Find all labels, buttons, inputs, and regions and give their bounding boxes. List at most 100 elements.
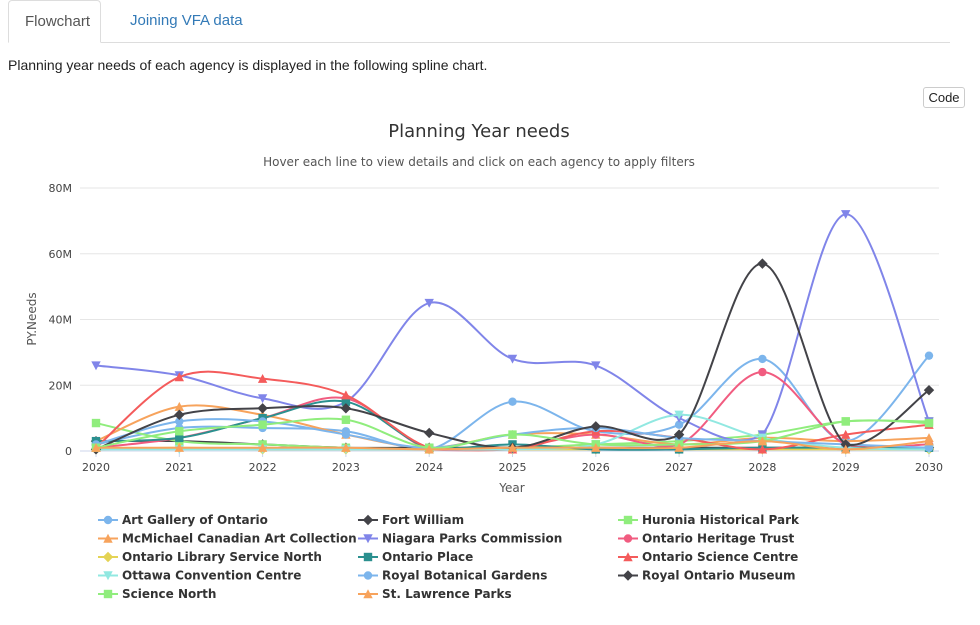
legend-item[interactable]: Royal Botanical Gardens (358, 569, 547, 583)
data-point[interactable] (674, 410, 684, 420)
legend-label[interactable]: Science North (122, 587, 216, 601)
legend-item[interactable]: Art Gallery of Ontario (98, 513, 268, 527)
data-point[interactable] (257, 403, 268, 414)
data-point[interactable] (175, 417, 184, 426)
data-point[interactable] (757, 444, 768, 454)
data-point[interactable] (424, 444, 434, 454)
data-point[interactable] (91, 443, 101, 452)
data-point[interactable] (341, 397, 351, 406)
legend-item[interactable]: Huronia Historical Park (618, 513, 800, 527)
axes: 0 20M 40M 60M 80M 2020 2021 2022 2023 2024 2025 202… (49, 182, 944, 474)
data-point[interactable] (257, 373, 268, 383)
data-point[interactable] (924, 443, 934, 452)
legend-marker[interactable] (623, 534, 633, 543)
legend-item[interactable]: Ontario Science Centre (618, 550, 798, 564)
legend-label[interactable]: Royal Botanical Gardens (382, 569, 547, 583)
legend-label[interactable]: St. Lawrence Parks (382, 587, 512, 601)
tab-joining-vfa-data[interactable]: Joining VFA data (130, 12, 243, 29)
legend-item[interactable]: McMichael Canadian Art Collection (98, 532, 357, 546)
data-point[interactable] (341, 443, 351, 452)
legend-label[interactable]: Ottawa Convention Centre (122, 569, 301, 583)
legend-marker[interactable] (103, 533, 113, 543)
data-point[interactable] (924, 351, 934, 360)
data-point[interactable] (590, 421, 601, 432)
legend-item[interactable]: Science North (98, 587, 216, 601)
data-point[interactable] (508, 430, 517, 439)
series-group[interactable] (91, 436, 934, 454)
data-point[interactable] (841, 444, 851, 454)
legend-marker[interactable] (623, 515, 633, 525)
data-point[interactable] (508, 397, 517, 406)
data-point[interactable] (673, 429, 685, 440)
legend-label[interactable]: Art Gallery of Ontario (122, 513, 268, 527)
data-point[interactable] (674, 420, 684, 429)
legend-label[interactable]: Niagara Parks Commission (382, 532, 562, 546)
code-button[interactable]: Code (923, 87, 965, 108)
data-point[interactable] (175, 427, 184, 436)
data-point[interactable] (341, 430, 351, 439)
chart-subtitle: Hover each line to view details and clic… (263, 155, 695, 169)
data-point[interactable] (757, 258, 768, 269)
data-point[interactable] (507, 443, 518, 452)
legend-item[interactable]: Fort William (358, 513, 464, 527)
data-point[interactable] (924, 418, 934, 428)
legend-marker[interactable] (103, 571, 113, 581)
legend-item[interactable]: Ontario Library Service North (98, 550, 322, 564)
x-tick-label: 2026 (582, 461, 610, 474)
data-point[interactable] (591, 443, 601, 452)
legend-item[interactable]: St. Lawrence Parks (358, 587, 512, 601)
legend-label[interactable]: McMichael Canadian Art Collection (122, 532, 357, 546)
data-point[interactable] (841, 417, 850, 426)
data-point[interactable] (923, 384, 935, 396)
data-point[interactable] (591, 361, 601, 371)
data-point[interactable] (758, 367, 767, 377)
legend-marker[interactable] (102, 551, 114, 563)
legend-item[interactable]: Ottawa Convention Centre (98, 569, 301, 583)
data-point[interactable] (424, 298, 434, 308)
data-point[interactable] (258, 420, 267, 429)
legend-marker[interactable] (363, 552, 373, 562)
data-point[interactable] (91, 361, 101, 371)
legend-item[interactable]: Ontario Heritage Trust (618, 532, 794, 546)
legend-label[interactable]: Ontario Science Centre (642, 550, 798, 564)
legend-item[interactable]: Royal Ontario Museum (618, 569, 796, 583)
data-point[interactable] (840, 439, 851, 450)
data-point[interactable] (341, 415, 351, 424)
legend-marker[interactable] (622, 570, 634, 581)
data-point[interactable] (841, 210, 851, 219)
data-point[interactable] (257, 394, 268, 404)
legend-item[interactable]: Niagara Parks Commission (358, 532, 562, 546)
data-point[interactable] (340, 403, 352, 414)
legend-marker[interactable] (363, 589, 373, 599)
legend-label[interactable]: Royal Ontario Museum (642, 569, 796, 583)
legend-marker[interactable] (623, 552, 633, 562)
data-point[interactable] (424, 427, 435, 439)
legend-marker[interactable] (363, 534, 373, 544)
legend-marker[interactable] (362, 514, 374, 526)
legend-marker[interactable] (363, 571, 373, 580)
series-line[interactable] (95, 354, 930, 451)
data-point[interactable] (758, 354, 767, 364)
data-point[interactable] (341, 390, 351, 400)
tab-flowchart[interactable]: Flowchart (8, 0, 101, 43)
data-point[interactable] (257, 443, 268, 452)
data-point[interactable] (91, 418, 101, 428)
data-point[interactable] (507, 354, 518, 364)
data-point[interactable] (174, 443, 184, 452)
data-point[interactable] (841, 429, 851, 439)
legend-label[interactable]: Ontario Heritage Trust (642, 532, 794, 546)
data-point[interactable] (674, 443, 684, 452)
legend-label[interactable]: Ontario Place (382, 550, 473, 564)
data-point[interactable] (174, 372, 184, 382)
data-point[interactable] (924, 436, 934, 446)
data-point[interactable] (174, 409, 185, 421)
legend-label[interactable]: Ontario Library Service North (122, 550, 322, 564)
legend-marker[interactable] (103, 589, 113, 599)
legend-marker[interactable] (103, 515, 113, 525)
data-point[interactable] (174, 401, 184, 411)
legend-label[interactable]: Huronia Historical Park (642, 513, 800, 527)
legend-item[interactable]: Ontario Place (358, 550, 473, 564)
data-point[interactable] (757, 436, 768, 446)
legend-label[interactable]: Fort William (382, 513, 464, 527)
data-point[interactable] (175, 433, 184, 443)
